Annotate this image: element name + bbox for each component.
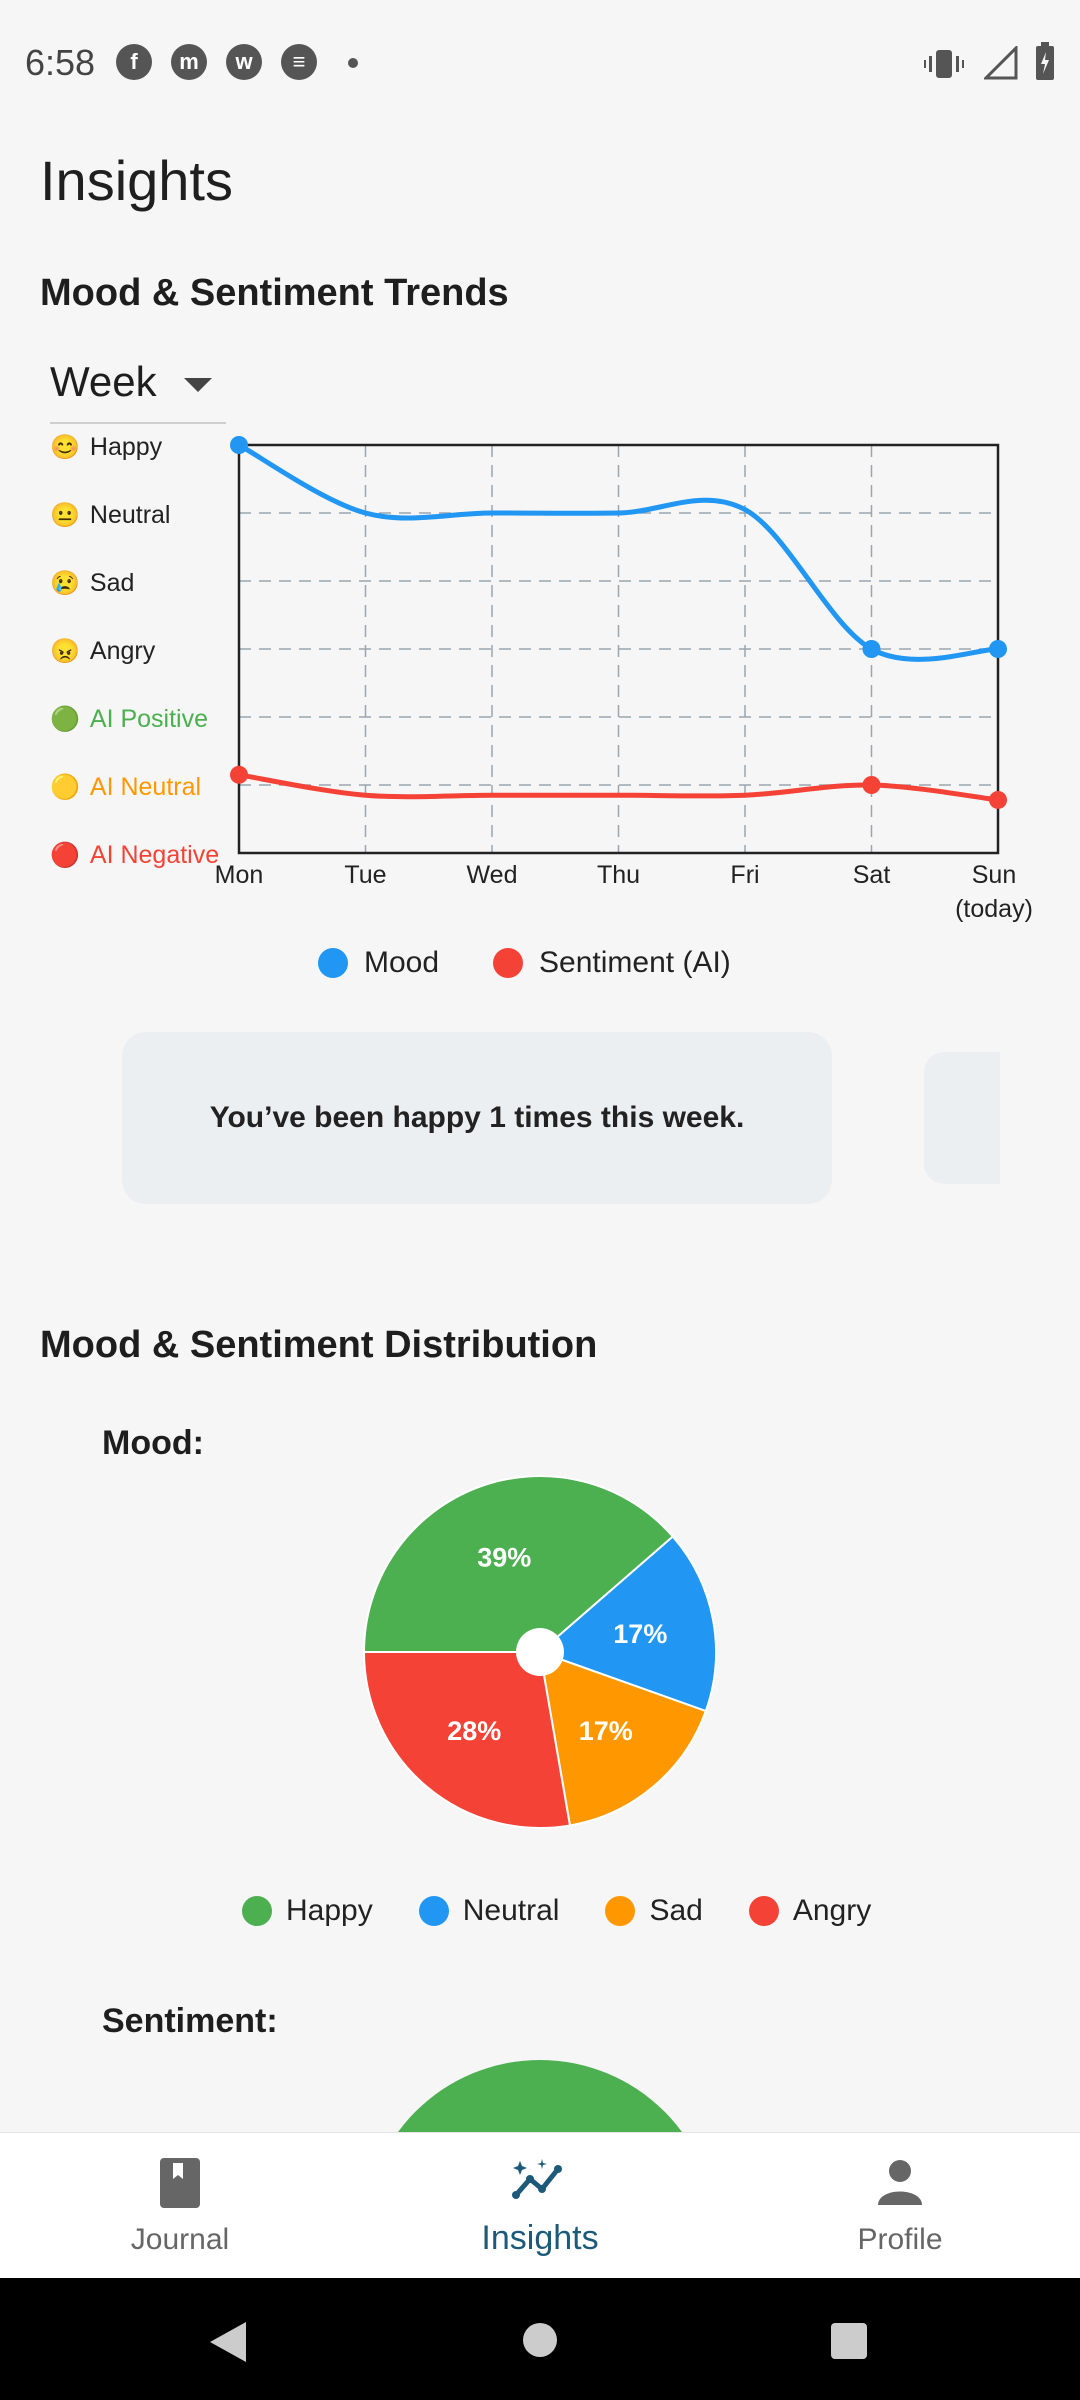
pie-slice-angry	[362, 1651, 572, 1829]
signal-icon	[984, 46, 1018, 80]
angry-legend-dot	[748, 1896, 779, 1926]
insight-card-next[interactable]	[924, 1052, 1000, 1184]
y-label-text: Happy	[89, 432, 163, 461]
trend-line-chart	[230, 436, 1007, 855]
happy-legend-label: Happy	[286, 1894, 373, 1927]
y-label-text: Sad	[89, 568, 135, 597]
x-tick-label: Tue	[344, 861, 387, 889]
mood-distribution-label: Mood:	[102, 1424, 204, 1462]
pie-legend: Happy Neutral Sad Angry	[242, 1894, 871, 1928]
y-label-text: Neutral	[89, 500, 171, 529]
whatsapp-icon: w	[226, 44, 262, 80]
y-label-neutral: 😐 Neutral	[50, 498, 170, 532]
trend-legend: Mood Sentiment (AI)	[318, 946, 731, 980]
pie-slice-happy	[362, 1475, 675, 1653]
nav-profile[interactable]: Profile	[720, 2133, 1080, 2279]
pie-slice-sad	[538, 1650, 708, 1827]
mood-point	[230, 436, 248, 454]
neutral-legend-label: Neutral	[462, 1894, 560, 1927]
sentiment-legend-label: Sentiment (AI)	[539, 946, 731, 979]
facebook-icon: f	[116, 44, 152, 80]
neutral-legend-dot	[418, 1896, 449, 1926]
messenger-icon: m	[171, 44, 207, 80]
profile-icon	[878, 2160, 922, 2205]
y-label-sad: 😢 Sad	[50, 566, 134, 600]
y-label-emoji-icon: 🟢	[50, 705, 80, 733]
x-tick-label: Wed	[466, 861, 518, 889]
back-icon[interactable]	[208, 2320, 248, 2364]
mood-legend-dot	[318, 948, 348, 978]
nav-journal[interactable]: Journal	[0, 2133, 360, 2279]
sentiment-ai-point	[989, 790, 1007, 809]
sad-legend-label: Sad	[649, 1894, 703, 1927]
recents-icon[interactable]	[830, 2322, 868, 2360]
nav-profile-label: Profile	[857, 2223, 943, 2256]
journal-icon	[160, 2158, 200, 2208]
x-tick-label: Fri	[730, 861, 760, 889]
y-label-happy: 😊 Happy	[50, 430, 162, 464]
x-tick-label: Sat	[852, 861, 891, 889]
x-tick-label: Mon	[214, 861, 264, 889]
y-label-ai-neutral: 🟡 AI Neutral	[50, 770, 201, 804]
y-label-text: AI Neutral	[89, 772, 202, 801]
nav-insights[interactable]: Insights	[360, 2133, 720, 2279]
system-navigation-bar	[0, 2278, 1080, 2400]
y-label-emoji-icon: 😊	[50, 433, 80, 461]
status-bar: 6:58 f m w ≡	[0, 0, 1080, 130]
mood-legend-label: Mood	[364, 946, 440, 979]
period-dropdown[interactable]: Week	[50, 350, 226, 424]
period-value: Week	[50, 358, 157, 405]
mood-point	[989, 640, 1007, 658]
more-notifications-icon	[348, 58, 358, 68]
bottom-navigation: Journal Insights Profile	[0, 2132, 1080, 2279]
y-label-text: Angry	[89, 636, 156, 665]
y-label-emoji-icon: 😐	[50, 501, 80, 529]
spotify-icon: ≡	[281, 44, 317, 80]
angry-legend-label: Angry	[792, 1894, 872, 1927]
sentiment-legend-dot	[493, 948, 524, 978]
mood-pie-chart: 39% 17% 17% 28%	[362, 1475, 717, 1829]
page-title: Insights	[40, 149, 233, 212]
chevron-down-icon	[184, 378, 212, 392]
status-time: 6:58	[25, 42, 96, 83]
home-icon[interactable]	[522, 2322, 558, 2358]
vibrate-icon	[924, 50, 964, 78]
sentiment-ai-point	[862, 776, 881, 794]
y-label-text: AI Negative	[89, 840, 220, 869]
trends-title: Mood & Sentiment Trends	[40, 272, 509, 314]
insights-icon	[512, 2159, 562, 2199]
pie-label-sad: 17%	[579, 1716, 633, 1746]
pie-label-neutral: 17%	[613, 1619, 667, 1649]
battery-icon	[1036, 42, 1054, 80]
pie-center-hole	[516, 1628, 564, 1676]
y-label-ai-positive: 🟢 AI Positive	[50, 702, 208, 736]
y-label-angry: 😠 Angry	[50, 634, 155, 668]
sentiment-ai-point	[230, 765, 248, 784]
x-tick-label: Thu	[596, 861, 641, 889]
insight-text: You’ve been happy 1 times this week.	[209, 1101, 745, 1134]
y-label-emoji-icon: 😢	[50, 569, 80, 597]
y-label-ai-negative: 🔴 AI Negative	[50, 838, 219, 872]
happy-legend-dot	[242, 1896, 272, 1926]
y-label-text: AI Positive	[89, 704, 208, 733]
sentiment-pie-chart	[395, 2060, 685, 2136]
x-tick-label: Sun (today)	[955, 861, 1033, 923]
nav-journal-label: Journal	[130, 2223, 230, 2256]
y-label-emoji-icon: 🟡	[50, 773, 80, 801]
sentiment-pie-slice	[395, 2060, 685, 2136]
pie-label-angry: 28%	[447, 1716, 501, 1746]
insight-card[interactable]: You’ve been happy 1 times this week.	[122, 1032, 832, 1204]
pie-label-happy: 39%	[477, 1542, 531, 1572]
distribution-title: Mood & Sentiment Distribution	[40, 1324, 598, 1366]
mood-point	[862, 640, 881, 658]
sad-legend-dot	[605, 1896, 636, 1926]
y-label-emoji-icon: 😠	[50, 637, 80, 665]
sentiment-distribution-label: Sentiment:	[102, 2002, 278, 2040]
y-label-emoji-icon: 🔴	[50, 841, 80, 869]
nav-insights-label: Insights	[481, 2219, 599, 2257]
